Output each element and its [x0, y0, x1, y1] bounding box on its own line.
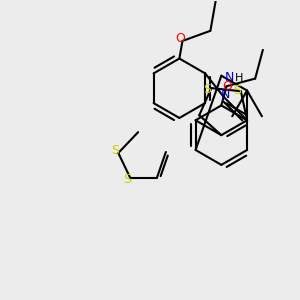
- Text: O: O: [223, 80, 232, 93]
- Text: S: S: [203, 82, 211, 96]
- Text: S: S: [123, 173, 131, 186]
- Text: S: S: [233, 84, 241, 97]
- Text: N: N: [225, 71, 234, 84]
- Text: H: H: [235, 73, 243, 83]
- Text: S: S: [111, 145, 119, 158]
- Text: N: N: [220, 88, 230, 101]
- Text: O: O: [176, 32, 185, 46]
